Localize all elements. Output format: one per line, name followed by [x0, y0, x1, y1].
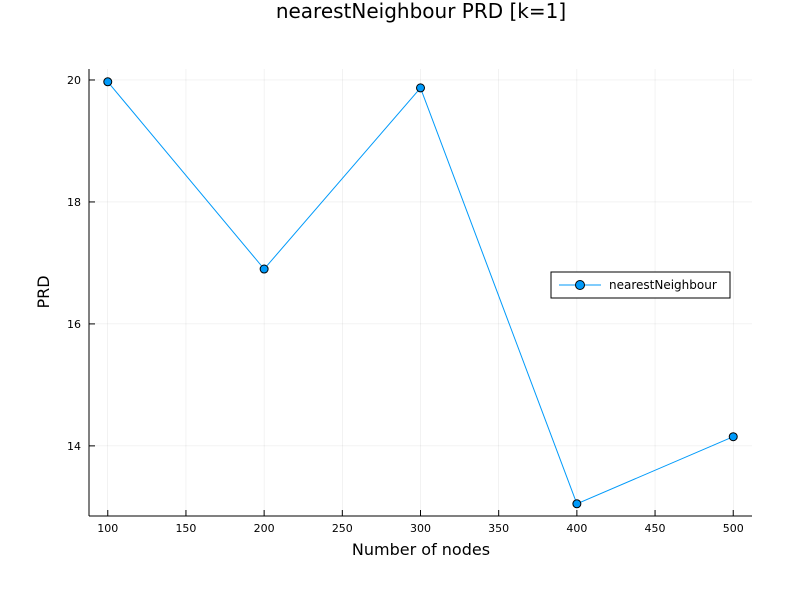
- grid: [89, 69, 752, 516]
- y-axis-label: PRD: [34, 275, 53, 308]
- legend: nearestNeighbour: [550, 271, 731, 299]
- series-nearestNeighbour: [103, 77, 738, 509]
- legend-marker: [575, 280, 585, 290]
- x-tick-label: 200: [254, 522, 275, 535]
- x-tick-label: 450: [645, 522, 666, 535]
- data-point: [728, 432, 738, 442]
- y-axis-ticks: 14 16 18 20: [67, 74, 95, 453]
- x-tick-label: 500: [723, 522, 744, 535]
- x-tick-label: 350: [488, 522, 509, 535]
- y-tick-label: 20: [67, 74, 81, 87]
- data-point: [259, 264, 269, 274]
- legend-label-nearestNeighbour: nearestNeighbour: [609, 278, 717, 292]
- data-point: [572, 499, 582, 509]
- y-tick-label: 14: [67, 440, 81, 453]
- x-tick-label: 300: [410, 522, 431, 535]
- chart-title: nearestNeighbour PRD [k=1]: [276, 0, 566, 23]
- x-tick-label: 250: [332, 522, 353, 535]
- x-axis-ticks: 100 150 200 250 300 350 400 450 500: [97, 510, 744, 535]
- y-tick-label: 16: [67, 318, 81, 331]
- data-point: [416, 83, 425, 93]
- y-tick-label: 18: [67, 196, 81, 209]
- x-tick-label: 400: [566, 522, 587, 535]
- x-tick-label: 150: [175, 522, 196, 535]
- x-axis-label: Number of nodes: [352, 540, 490, 559]
- data-point: [103, 77, 113, 87]
- x-tick-label: 100: [97, 522, 118, 535]
